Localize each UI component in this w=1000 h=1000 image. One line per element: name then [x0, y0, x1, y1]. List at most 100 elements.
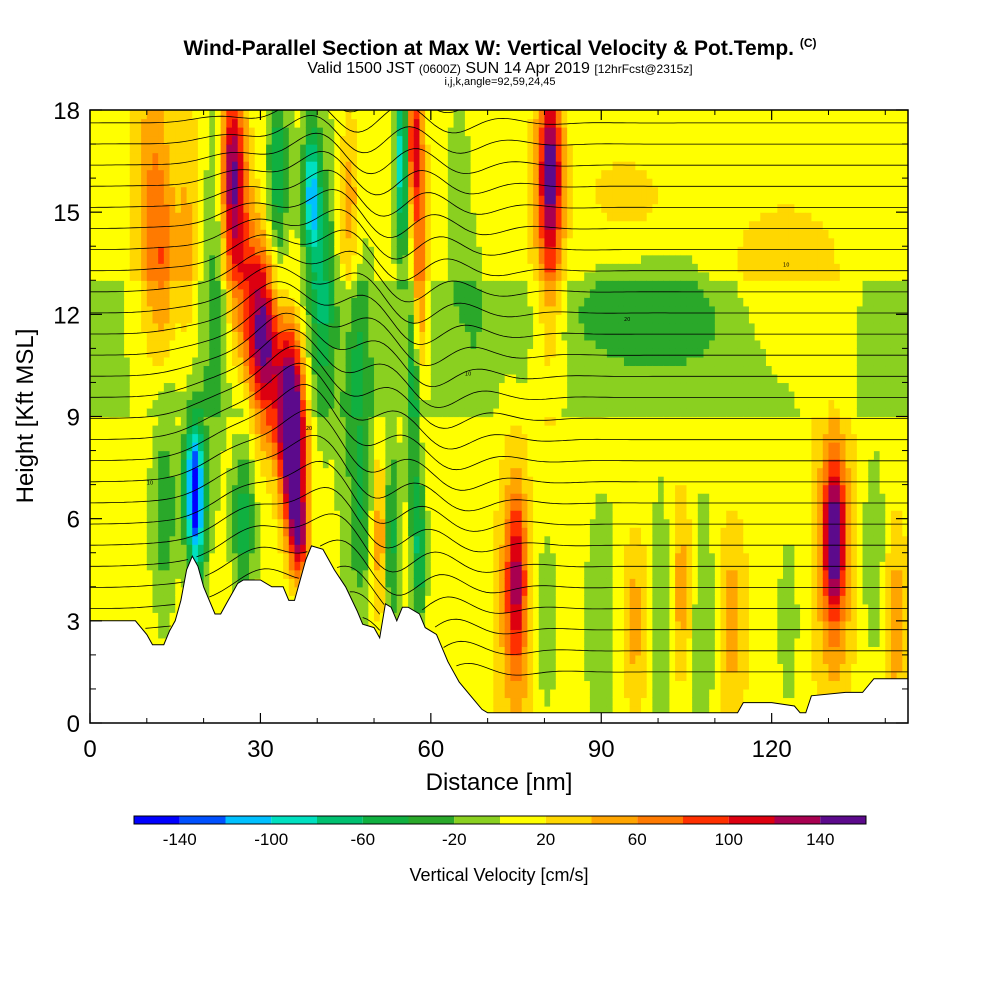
velocity-cell	[312, 204, 318, 213]
velocity-cell	[124, 357, 130, 366]
velocity-cell	[385, 365, 391, 374]
velocity-cell	[232, 493, 238, 502]
velocity-cell	[380, 417, 386, 426]
velocity-cell	[118, 272, 124, 281]
velocity-cell	[385, 451, 391, 460]
velocity-cell	[323, 272, 329, 281]
velocity-cell	[442, 451, 448, 460]
velocity-cell	[425, 136, 431, 145]
velocity-cell	[437, 417, 443, 426]
velocity-cell	[113, 187, 119, 196]
velocity-cell	[192, 255, 198, 264]
velocity-cell	[135, 306, 141, 315]
velocity-cell	[215, 417, 221, 426]
velocity-cell	[391, 221, 397, 230]
velocity-cell	[306, 161, 312, 170]
velocity-cell	[107, 340, 113, 349]
velocity-cell	[158, 127, 164, 136]
velocity-cell	[397, 442, 403, 451]
velocity-cell	[232, 110, 238, 119]
velocity-cell	[419, 178, 425, 187]
velocity-cell	[476, 204, 482, 213]
velocity-cell	[346, 485, 352, 494]
velocity-cell	[243, 442, 249, 451]
velocity-cell	[152, 399, 158, 408]
velocity-cell	[130, 442, 136, 451]
velocity-cell	[431, 246, 437, 255]
velocity-cell	[295, 365, 301, 374]
velocity-cell	[357, 417, 363, 426]
velocity-cell	[272, 553, 278, 562]
velocity-cell	[402, 212, 408, 221]
velocity-cell	[295, 357, 301, 366]
velocity-cell	[107, 314, 113, 323]
velocity-cell	[351, 587, 357, 596]
velocity-cell	[306, 502, 312, 511]
velocity-cell	[96, 570, 102, 579]
velocity-cell	[249, 374, 255, 383]
velocity-cell	[346, 468, 352, 477]
velocity-cell	[221, 323, 227, 332]
velocity-cell	[124, 451, 130, 460]
velocity-cell	[215, 485, 221, 494]
velocity-cell	[260, 221, 266, 230]
velocity-cell	[175, 493, 181, 502]
velocity-cell	[408, 204, 414, 213]
velocity-cell	[226, 178, 232, 187]
velocity-cell	[198, 493, 204, 502]
velocity-cell	[266, 195, 272, 204]
velocity-cell	[340, 459, 346, 468]
velocity-cell	[391, 510, 397, 519]
velocity-cell	[351, 357, 357, 366]
velocity-cell	[448, 510, 454, 519]
velocity-cell	[374, 246, 380, 255]
velocity-cell	[118, 289, 124, 298]
velocity-cell	[215, 110, 221, 119]
velocity-cell	[249, 485, 255, 494]
velocity-cell	[101, 399, 107, 408]
velocity-cell	[408, 280, 414, 289]
velocity-cell	[175, 459, 181, 468]
velocity-cell	[363, 544, 369, 553]
velocity-cell	[204, 306, 210, 315]
velocity-cell	[215, 136, 221, 145]
velocity-cell	[175, 399, 181, 408]
velocity-cell	[437, 485, 443, 494]
velocity-cell	[101, 365, 107, 374]
velocity-cell	[243, 451, 249, 460]
velocity-cell	[368, 595, 374, 604]
velocity-cell	[118, 238, 124, 247]
velocity-cell	[249, 340, 255, 349]
velocity-cell	[397, 561, 403, 570]
velocity-cell	[357, 553, 363, 562]
velocity-cell	[437, 153, 443, 162]
velocity-cell	[471, 323, 477, 332]
velocity-cell	[152, 578, 158, 587]
velocity-cell	[147, 331, 153, 340]
velocity-cell	[158, 238, 164, 247]
velocity-cell	[374, 221, 380, 230]
velocity-cell	[164, 297, 170, 306]
velocity-cell	[130, 212, 136, 221]
velocity-cell	[357, 280, 363, 289]
velocity-cell	[152, 425, 158, 434]
velocity-cell	[118, 144, 124, 153]
velocity-cell	[385, 331, 391, 340]
velocity-cell	[101, 595, 107, 604]
velocity-cell	[476, 382, 482, 391]
velocity-cell	[289, 561, 295, 570]
velocity-cell	[226, 136, 232, 145]
velocity-cell	[471, 476, 477, 485]
velocity-cell	[164, 170, 170, 179]
velocity-cell	[135, 204, 141, 213]
velocity-cell	[266, 187, 272, 196]
velocity-cell	[351, 238, 357, 247]
velocity-cell	[221, 459, 227, 468]
velocity-cell	[90, 612, 96, 621]
velocity-cell	[204, 578, 210, 587]
velocity-cell	[414, 510, 420, 519]
velocity-cell	[141, 195, 147, 204]
velocity-cell	[454, 612, 460, 621]
velocity-cell	[476, 331, 482, 340]
velocity-cell	[249, 365, 255, 374]
